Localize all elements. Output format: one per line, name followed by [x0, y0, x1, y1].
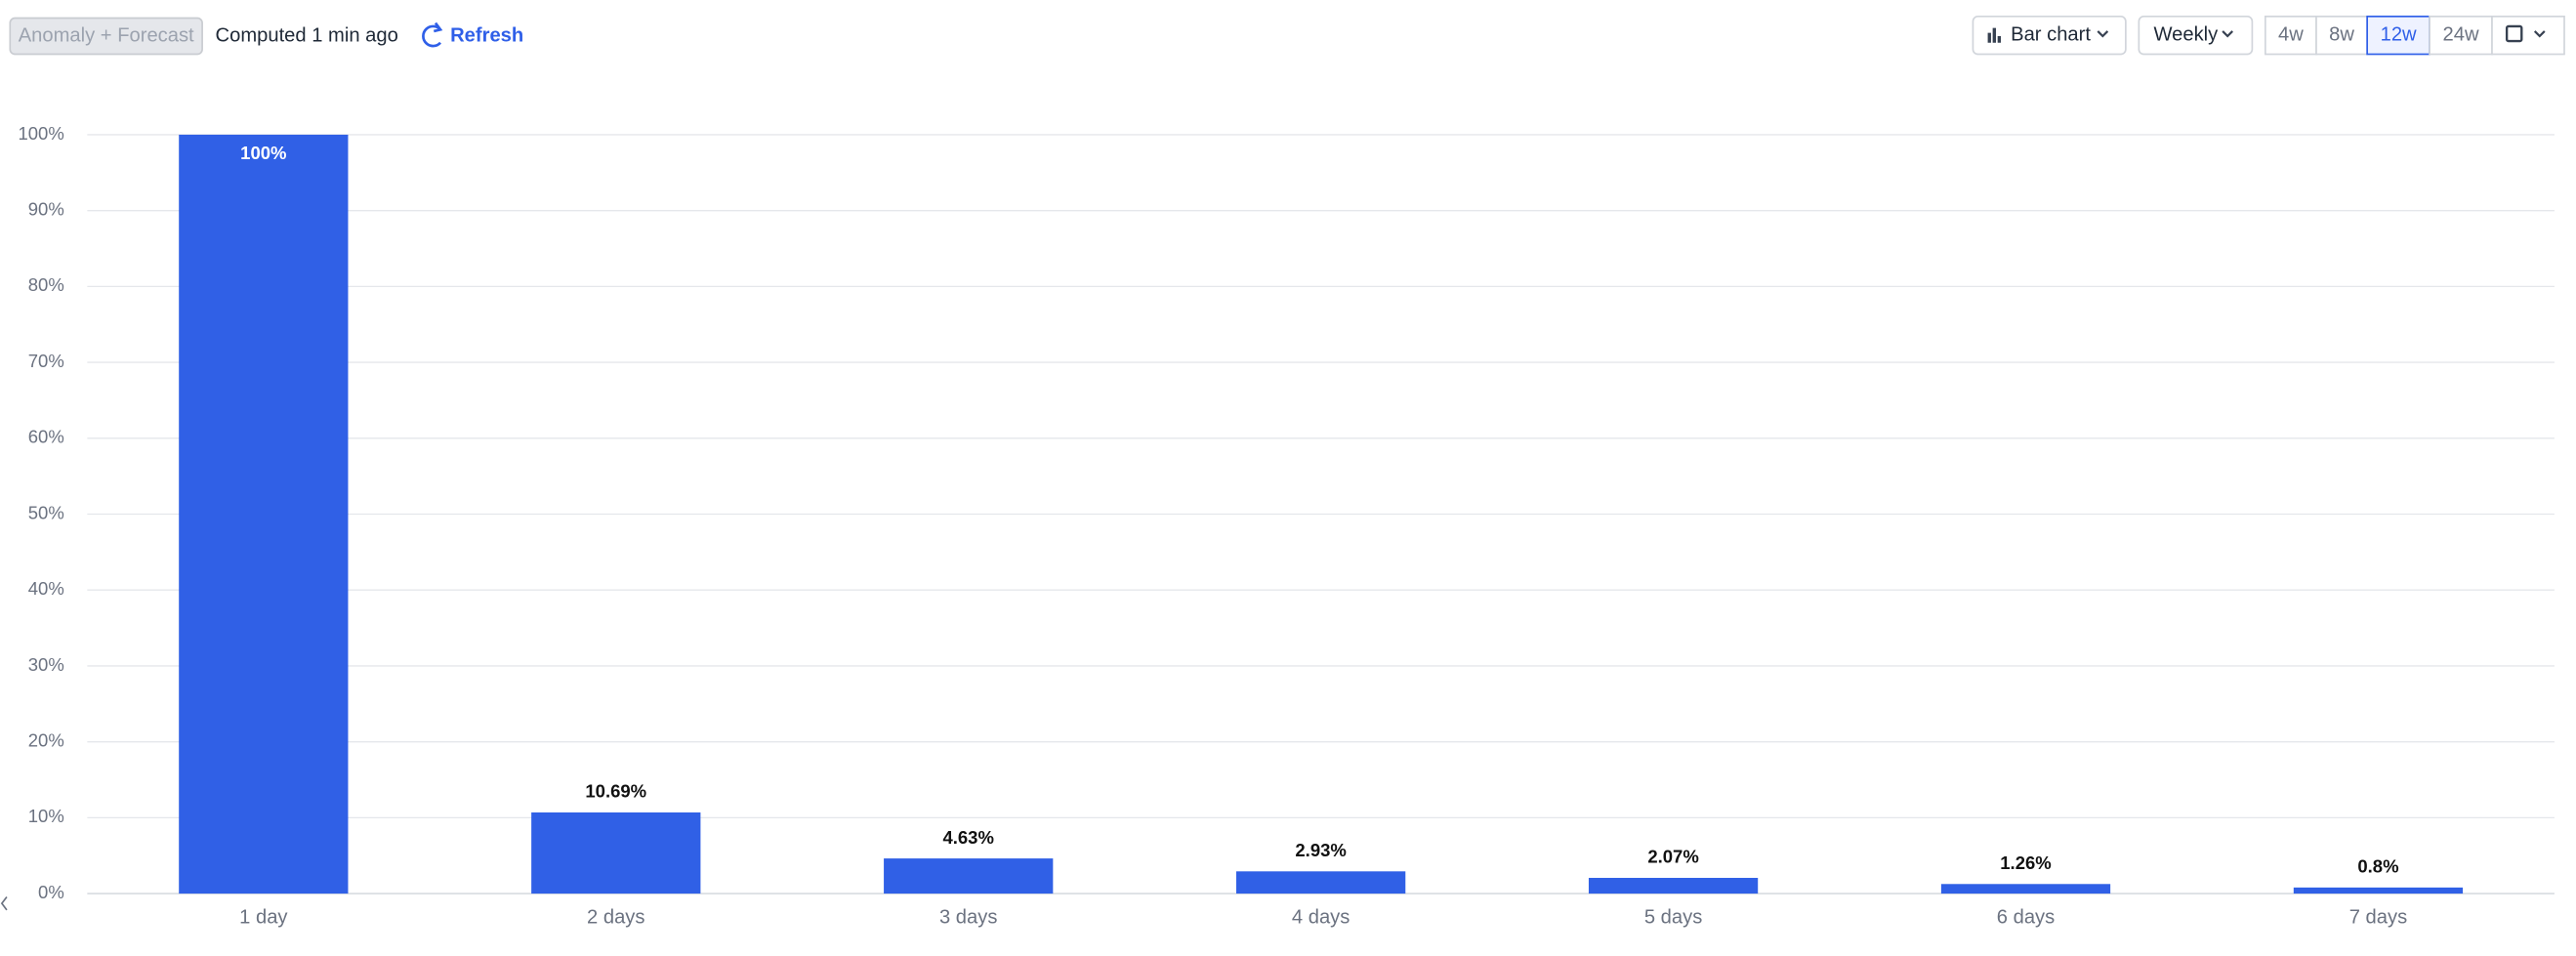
value-label: 4.63%	[942, 827, 993, 848]
value-label: 1.26%	[2000, 852, 2051, 873]
range-label: 8w	[2329, 23, 2354, 45]
y-tick-label: 70%	[28, 351, 64, 371]
y-tick-label: 40%	[28, 578, 64, 599]
x-tick-label: 1 day	[239, 907, 288, 929]
y-tick-label: 60%	[28, 427, 64, 447]
bar	[179, 134, 349, 894]
x-tick-label: 4 days	[1292, 907, 1350, 929]
value-label: 2.93%	[1295, 840, 1346, 860]
chevron	[2533, 30, 2546, 38]
range-group: 4w 8w 12w 24w	[2264, 15, 2493, 56]
anomaly-label: Anomaly + Forecast	[19, 24, 194, 46]
y-tick-label: 30%	[28, 654, 64, 675]
bar	[1236, 871, 1406, 894]
x-tick-label: 2 days	[587, 907, 644, 929]
bar	[2293, 887, 2464, 894]
interval-button[interactable]	[2138, 15, 2254, 56]
refresh-icon	[422, 21, 443, 48]
range-label: 24w	[2443, 23, 2479, 45]
collapse-arrow[interactable]	[0, 895, 8, 911]
interval-label: Weekly	[2153, 23, 2219, 45]
x-tick-label: 7 days	[2349, 907, 2407, 929]
y-tick-label: 0%	[38, 882, 64, 902]
range-label: 12w	[2381, 23, 2417, 45]
value-label: 2.07%	[1647, 847, 1698, 867]
x-tick-label: 5 days	[1644, 907, 1702, 929]
refresh-button[interactable]: Refresh	[422, 21, 523, 48]
date-picker-button[interactable]	[2491, 15, 2565, 56]
anomaly-button[interactable]	[9, 17, 203, 56]
chart-type-label: Bar chart	[2011, 23, 2091, 45]
chart-type-button[interactable]	[1972, 15, 2127, 56]
y-tick-label: 100%	[18, 123, 63, 144]
bar	[1940, 884, 2111, 894]
computed-label: Computed 1 min ago	[216, 24, 398, 46]
range-label: 4w	[2278, 23, 2304, 45]
x-tick-label: 6 days	[1997, 907, 2055, 929]
value-label: 100%	[240, 143, 286, 163]
x-tick-label: 3 days	[939, 907, 997, 929]
y-tick-label: 10%	[28, 806, 64, 826]
bar	[884, 858, 1054, 894]
y-tick-label: 50%	[28, 502, 64, 522]
chevron	[2222, 30, 2233, 38]
toolbar: Anomaly + Forecast Computed 1 min ago Re…	[9, 15, 2565, 56]
bar	[1588, 877, 1759, 894]
value-label: 0.8%	[2357, 856, 2398, 877]
value-label: 10.69%	[585, 781, 646, 802]
bar-icon	[1987, 27, 2002, 43]
chevron	[2097, 30, 2109, 38]
y-tick-label: 90%	[28, 199, 64, 220]
bar	[531, 812, 701, 894]
calendar-icon	[2505, 24, 2523, 43]
refresh-label: Refresh	[450, 24, 523, 46]
y-tick-label: 80%	[28, 274, 64, 295]
chart: 0% 10% 20% 30% 40% 50% 60% 70% 80% 90% 100% 1 day 10…	[18, 123, 2555, 929]
y-tick-label: 20%	[28, 730, 64, 751]
